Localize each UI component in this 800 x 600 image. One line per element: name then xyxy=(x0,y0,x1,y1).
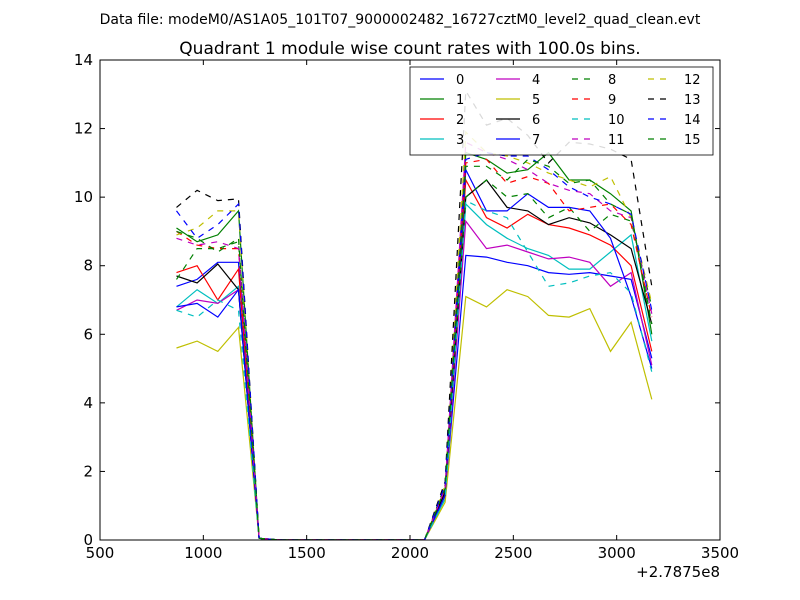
x-tick-label: 1000 xyxy=(184,544,222,562)
legend-label-3: 3 xyxy=(456,133,464,148)
series-line-10 xyxy=(176,199,653,540)
legend-label-0: 0 xyxy=(456,73,464,88)
legend-label-8: 8 xyxy=(608,73,616,88)
y-tick-label: 14 xyxy=(74,51,93,69)
legend-label-12: 12 xyxy=(684,73,701,88)
x-tick-label: 2500 xyxy=(494,544,532,562)
x-tick-label: 1500 xyxy=(288,544,326,562)
y-tick-label: 4 xyxy=(83,394,93,412)
series-line-5 xyxy=(176,289,653,540)
series-line-13 xyxy=(176,88,653,540)
y-tick-label: 10 xyxy=(74,188,93,206)
y-tick-label: 0 xyxy=(83,531,93,549)
legend-label-4: 4 xyxy=(532,73,540,88)
plot-area xyxy=(176,88,653,540)
legend-label-2: 2 xyxy=(456,113,464,128)
legend-label-5: 5 xyxy=(532,93,540,108)
series-line-11 xyxy=(176,141,653,540)
series-line-12 xyxy=(176,130,653,540)
y-tick-label: 2 xyxy=(83,462,93,480)
legend-label-9: 9 xyxy=(608,93,616,108)
x-tick-label: 3000 xyxy=(598,544,636,562)
y-tick-label: 12 xyxy=(74,120,93,138)
legend-label-6: 6 xyxy=(532,113,540,128)
legend-label-11: 11 xyxy=(608,133,625,148)
chart-suptitle: Data file: modeM0/AS1A05_101T07_90000024… xyxy=(100,12,701,28)
series-line-14 xyxy=(176,151,653,540)
legend-label-13: 13 xyxy=(684,93,701,108)
x-tick-label: 2000 xyxy=(391,544,429,562)
legend-label-14: 14 xyxy=(684,113,701,128)
chart-title: Quadrant 1 module wise count rates with … xyxy=(179,39,640,59)
x-tick-label: 500 xyxy=(86,544,115,562)
legend-label-1: 1 xyxy=(456,93,464,108)
x-offset-label: +2.7875e8 xyxy=(636,563,720,581)
legend-label-15: 15 xyxy=(684,133,701,148)
legend-label-7: 7 xyxy=(532,133,540,148)
legend-box xyxy=(409,66,714,156)
x-tick-label: 3500 xyxy=(701,544,739,562)
y-tick-label: 6 xyxy=(83,325,93,343)
y-tick-label: 8 xyxy=(83,257,93,275)
legend-label-10: 10 xyxy=(608,113,625,128)
